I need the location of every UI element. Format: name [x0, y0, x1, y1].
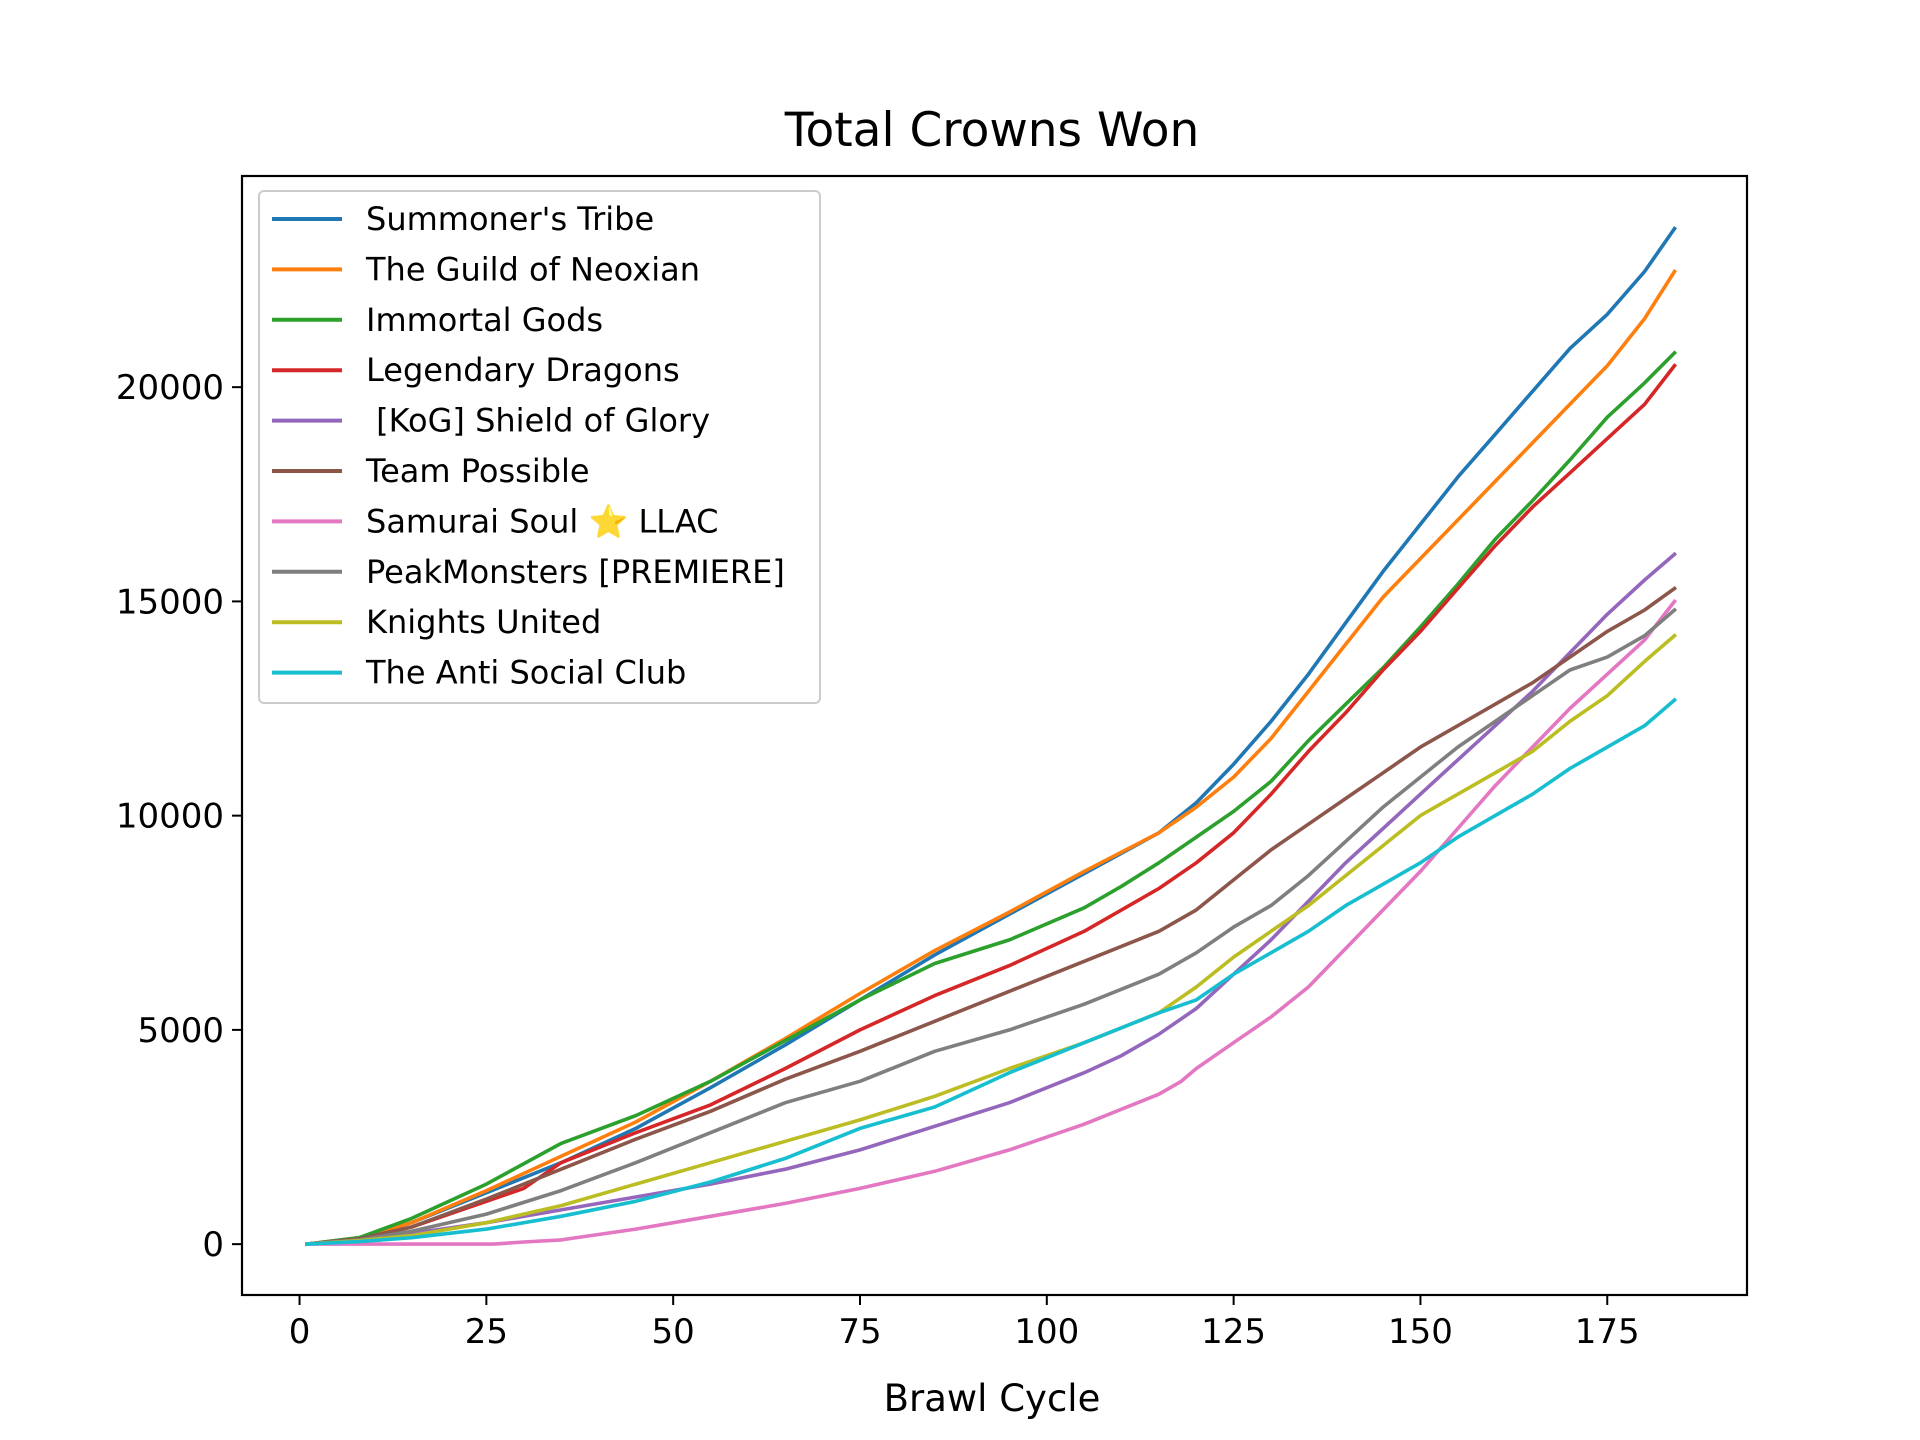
x-tick-label: 100 [1014, 1312, 1079, 1352]
series-line-2 [304, 269, 1677, 1247]
legend-items: Summoner's Tribe The Guild of Neoxian Immo… [272, 200, 785, 692]
legend-label: The Guild of Neoxian [365, 250, 700, 288]
x-tick-label: 175 [1575, 1312, 1640, 1352]
y-tick-label: 5000 [137, 1011, 224, 1051]
y-tick-label: 15000 [116, 582, 224, 622]
series-line-6 [305, 585, 1678, 1247]
x-tick-label: 75 [838, 1312, 881, 1352]
legend-label: Legendary Dragons [366, 351, 680, 389]
x-axis: 0 25 50 75 100 125 150 175 [289, 1295, 1640, 1352]
x-tick-label: 125 [1201, 1312, 1266, 1352]
series-line-8 [305, 607, 1678, 1247]
series-line-7 [305, 598, 1678, 1246]
legend-label: Summoner's Tribe [366, 200, 654, 238]
x-tick-label: 25 [465, 1312, 508, 1352]
x-axis-label: Brawl Cycle [884, 1377, 1101, 1420]
chart-title: Total Crowns Won [784, 103, 1200, 158]
x-tick-label: 150 [1388, 1312, 1453, 1352]
legend-box [258, 190, 821, 704]
y-tick-label: 10000 [116, 797, 224, 837]
y-tick-label: 20000 [116, 368, 224, 408]
legend: Summoner's Tribe The Guild of Neoxian Immo… [258, 190, 821, 704]
legend-label: PeakMonsters [PREMIERE] [366, 553, 785, 591]
y-axis: 0 5000 10000 15000 20000 [116, 368, 242, 1265]
legend-label: Knights United [366, 603, 601, 641]
legend-label: Samurai Soul ⭐ LLAC [366, 502, 719, 540]
series-layer [304, 226, 1678, 1247]
x-tick-label: 0 [289, 1312, 311, 1352]
y-tick-label: 0 [202, 1225, 224, 1265]
plot-frame [240, 174, 1749, 1297]
series-line-10 [305, 697, 1678, 1246]
series-line-3 [304, 350, 1678, 1247]
legend-label: The Anti Social Club [365, 654, 686, 692]
x-tick-label: 50 [652, 1312, 695, 1352]
legend-label: [KoG] Shield of Glory [366, 402, 710, 440]
series-line-9 [305, 633, 1678, 1247]
legend-label: Team Possible [365, 452, 590, 490]
legend-label: Immortal Gods [366, 301, 603, 339]
